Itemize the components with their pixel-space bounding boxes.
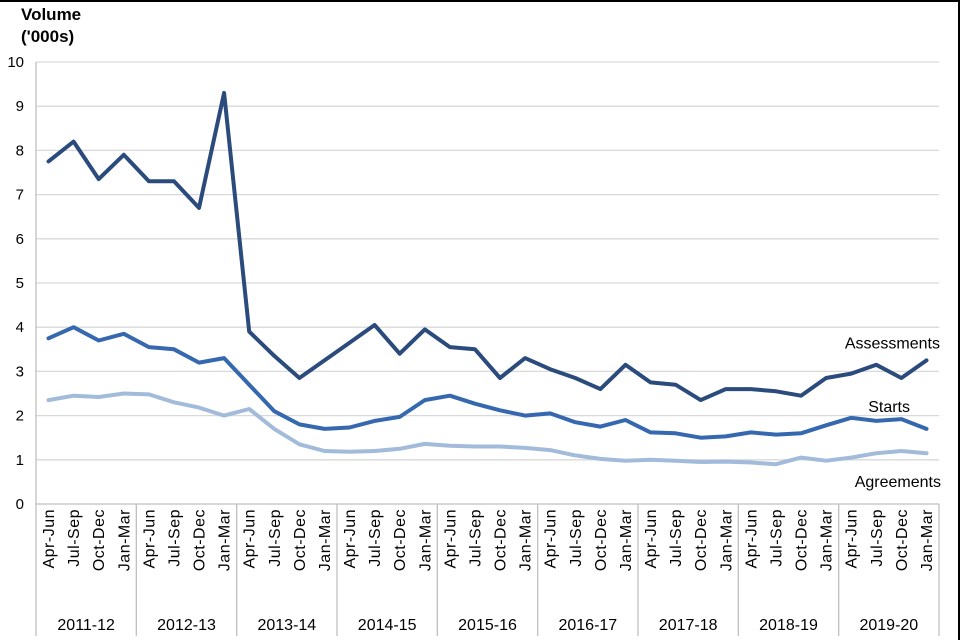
x-tick-quarter-24: Apr-Jun [643,509,660,569]
x-tick-quarter-2: Oct-Dec [91,509,108,571]
x-tick-quarter-25: Jul-Sep [668,509,685,567]
series-line-assessments [46,90,929,403]
x-tick-quarter-28: Apr-Jun [743,509,760,569]
x-tick-quarter-11: Jan-Mar [317,509,334,571]
x-tick-quarter-18: Oct-Dec [493,509,510,571]
y-tick-label-0: 0 [16,496,24,513]
x-tick-quarter-22: Oct-Dec [593,509,610,571]
x-tick-quarter-5: Jul-Sep [166,509,183,567]
x-year-label-4: 2015-16 [458,617,517,634]
x-year-label-1: 2012-13 [157,617,216,634]
x-tick-quarter-12: Apr-Jun [342,509,359,569]
x-tick-quarter-30: Oct-Dec [794,509,811,571]
x-tick-quarter-29: Jul-Sep [768,509,785,567]
y-axis-title: Volume ('000s) [21,4,81,48]
x-year-label-3: 2014-15 [358,617,417,634]
x-tick-quarter-23: Jan-Mar [618,509,635,571]
y-tick-label-6: 6 [16,231,24,248]
x-tick-quarter-10: Oct-Dec [292,509,309,571]
y-tick-label-1: 1 [16,452,24,469]
x-tick-quarter-8: Apr-Jun [242,509,259,569]
x-year-label-6: 2017-18 [659,617,718,634]
y-axis-title-line2: ('000s) [21,27,75,46]
x-year-label-7: 2018-19 [759,617,818,634]
x-tick-quarter-20: Apr-Jun [543,509,560,569]
x-tick-quarter-13: Jul-Sep [367,509,384,567]
y-tick-label-4: 4 [16,319,24,336]
x-tick-quarter-9: Jul-Sep [267,509,284,567]
y-tick-label-3: 3 [16,363,24,380]
x-tick-quarter-1: Jul-Sep [66,509,83,567]
series-label-agreements: Agreements [855,474,941,491]
x-tick-quarter-33: Jul-Sep [869,509,886,567]
frame-top-border [0,0,960,2]
y-tick-label-9: 9 [16,98,24,115]
x-tick-quarter-31: Jan-Mar [819,509,836,571]
x-tick-quarter-4: Apr-Jun [141,509,158,569]
x-year-label-5: 2016-17 [558,617,617,634]
x-year-label-2: 2013-14 [257,617,316,634]
frame-right-border [958,0,960,640]
x-tick-quarter-15: Jan-Mar [417,509,434,571]
x-tick-quarter-21: Jul-Sep [568,509,585,567]
x-tick-quarter-19: Jan-Mar [518,509,535,571]
series-line-starts [46,325,929,440]
x-tick-quarter-35: Jan-Mar [919,509,936,571]
x-tick-quarter-27: Jan-Mar [718,509,735,571]
x-tick-quarter-14: Oct-Dec [392,509,409,571]
x-tick-quarter-6: Oct-Dec [192,509,209,571]
series-label-starts: Starts [868,399,910,416]
x-year-label-0: 2011-12 [57,617,115,634]
x-tick-quarter-0: Apr-Jun [41,509,58,569]
x-year-label-8: 2019-20 [859,617,918,634]
y-axis-title-line1: Volume [21,5,82,24]
y-tick-label-5: 5 [16,275,24,292]
x-tick-quarter-34: Oct-Dec [894,509,911,571]
x-tick-quarter-17: Jul-Sep [467,509,484,567]
y-tick-label-8: 8 [16,142,24,159]
x-tick-quarter-7: Jan-Mar [217,509,234,571]
series-label-assessments: Assessments [845,335,940,352]
y-tick-label-7: 7 [16,187,24,204]
x-tick-quarter-26: Oct-Dec [693,509,710,571]
x-tick-quarter-32: Apr-Jun [844,509,861,569]
x-tick-quarter-16: Apr-Jun [442,509,459,569]
x-tick-quarter-3: Jan-Mar [116,509,133,571]
y-tick-label-10: 10 [7,54,24,71]
y-tick-label-2: 2 [16,408,24,425]
series-line-agreements [46,391,929,467]
